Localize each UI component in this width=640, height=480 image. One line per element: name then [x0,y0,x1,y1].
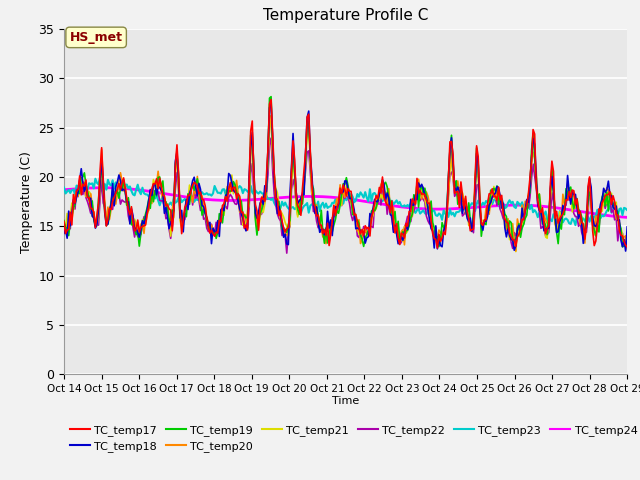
X-axis label: Time: Time [332,396,359,406]
Legend: TC_temp17, TC_temp18, TC_temp19, TC_temp20, TC_temp21, TC_temp22, TC_temp23, TC_: TC_temp17, TC_temp18, TC_temp19, TC_temp… [70,425,637,452]
Title: Temperature Profile C: Temperature Profile C [263,9,428,24]
Y-axis label: Temperature (C): Temperature (C) [20,151,33,252]
Text: HS_met: HS_met [70,31,123,44]
